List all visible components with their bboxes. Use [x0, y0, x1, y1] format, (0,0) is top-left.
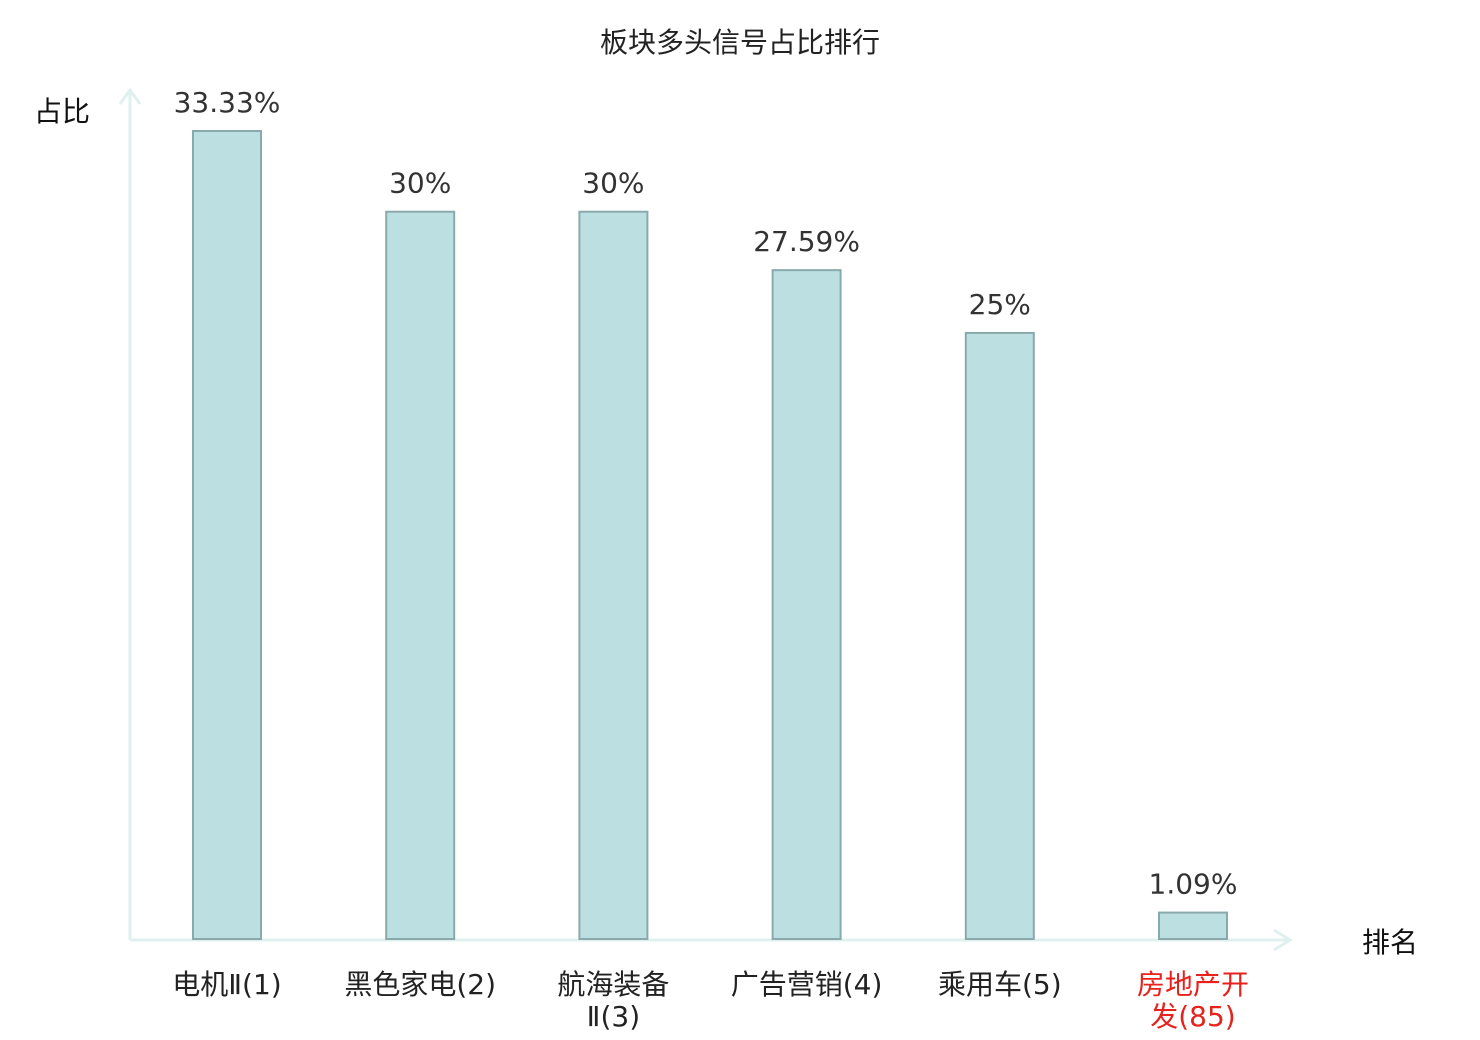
chart-title: 板块多头信号占比排行 — [600, 26, 880, 59]
value-label-1: 33.33% — [174, 86, 281, 119]
category-label-6-line-1: 房地产开 — [1137, 968, 1249, 1001]
y-axis — [118, 87, 142, 940]
x-axis-label: 排名 — [1362, 926, 1418, 959]
y-axis-label: 占比 — [34, 95, 90, 128]
category-label-5: 乘用车(5) — [938, 968, 1062, 1001]
category-label-6: 房地产开发(85) — [1137, 968, 1249, 1033]
category-label-6-line-2: 发(85) — [1150, 1000, 1235, 1033]
value-label-3: 30% — [582, 167, 644, 200]
category-label-3-line-2: Ⅱ(3) — [587, 1000, 640, 1033]
bar-2 — [385, 210, 456, 940]
category-label-4-line-1: 广告营销(4) — [731, 968, 883, 1001]
bar-6 — [1158, 911, 1228, 940]
y-axis-arrow-icon — [118, 87, 142, 105]
value-label-2: 30% — [389, 167, 451, 200]
value-labels-group: 33.33% 30% 30% 27.59% 25% 1.09% — [174, 86, 1238, 901]
value-label-5: 25% — [969, 288, 1031, 321]
category-label-5-line-1: 乘用车(5) — [938, 968, 1062, 1001]
category-label-3: 航海装备 Ⅱ(3) — [557, 968, 669, 1033]
bar-1 — [192, 130, 262, 940]
bars-group — [192, 130, 1228, 941]
category-label-3-line-1: 航海装备 — [557, 968, 669, 1001]
category-label-1: 电机Ⅱ(1) — [172, 968, 281, 1001]
value-label-6: 1.09% — [1149, 868, 1238, 901]
bar-5 — [964, 331, 1035, 940]
category-label-2-line-1: 黑色家电(2) — [344, 968, 496, 1001]
x-axis — [130, 928, 1293, 952]
category-labels-group: 电机Ⅱ(1) 黑色家电(2) 航海装备 Ⅱ(3) 广告营销(4) 乘用车(5) 房地产开发(… — [172, 968, 1249, 1033]
bar-4 — [771, 269, 842, 941]
category-label-1-line-1: 电机Ⅱ(1) — [172, 968, 281, 1001]
x-axis-arrow-icon — [1273, 928, 1293, 952]
category-label-4: 广告营销(4) — [731, 968, 883, 1001]
category-label-2: 黑色家电(2) — [344, 968, 496, 1001]
bar-3 — [578, 210, 649, 940]
value-label-4: 27.59% — [753, 225, 860, 258]
